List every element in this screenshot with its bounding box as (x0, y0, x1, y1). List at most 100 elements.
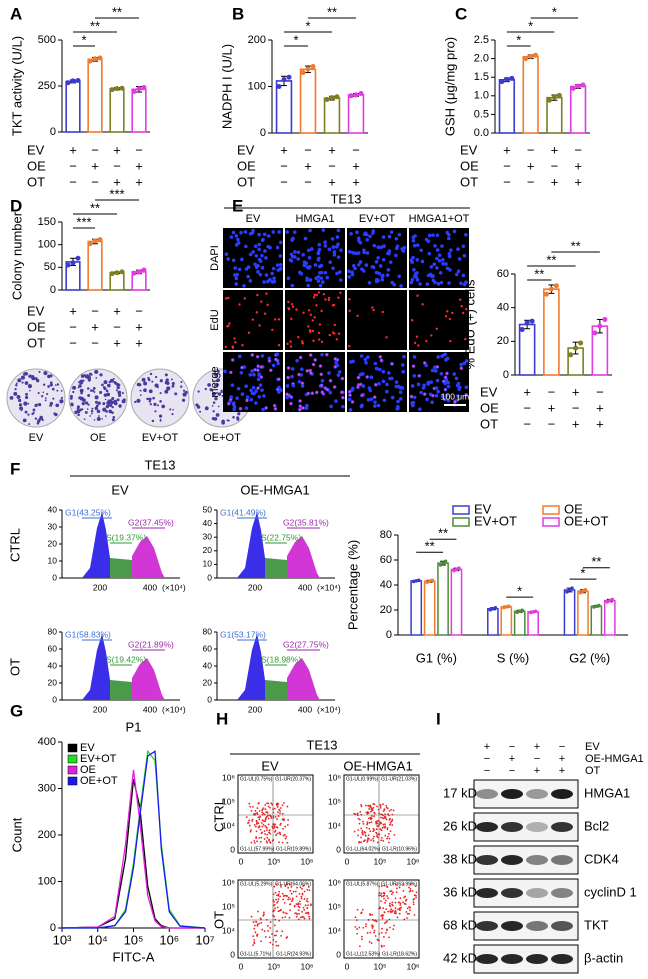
nucleus (258, 383, 263, 387)
event-dot (365, 923, 368, 926)
colony (154, 410, 157, 413)
y-tick-label: 150 (38, 216, 56, 228)
band-size: 68 kD (443, 917, 477, 932)
event-dot (289, 889, 292, 892)
nucleus (230, 383, 235, 387)
colony (107, 383, 111, 388)
nucleus (308, 278, 313, 282)
edu-spot (356, 314, 359, 318)
data-point (114, 86, 120, 92)
colony (171, 381, 175, 386)
edu-spot (337, 296, 340, 299)
event-dot (285, 912, 287, 915)
event-dot (284, 885, 287, 888)
edu-spot (385, 336, 388, 339)
nucleus (338, 270, 342, 274)
data-point (276, 84, 282, 89)
colony (182, 389, 186, 392)
event-dot (273, 915, 276, 918)
colony (91, 407, 94, 410)
colony (89, 415, 91, 417)
event-dot (387, 897, 389, 899)
nucleus (447, 251, 452, 256)
nucleus (285, 384, 290, 388)
event-dot (280, 908, 283, 911)
nucleus (224, 252, 229, 256)
colony (15, 384, 18, 387)
nucleus (437, 253, 442, 257)
colony (236, 416, 240, 420)
nucleus (331, 245, 336, 249)
y-tick-label: 80 (203, 626, 213, 636)
event-dot (248, 802, 251, 805)
event-dot (369, 810, 372, 813)
condition-sign: + (352, 158, 360, 173)
event-dot (387, 910, 390, 913)
colony (215, 383, 219, 387)
edu-spot (460, 305, 463, 308)
colony (94, 400, 98, 404)
event-dot (285, 835, 288, 838)
colony (92, 386, 96, 390)
event-dot (263, 838, 266, 840)
colony (97, 401, 101, 405)
condition-sign: + (534, 741, 540, 753)
nucleus (296, 257, 300, 261)
y-tick-label: 2.0 (474, 53, 489, 65)
event-dot (389, 830, 392, 833)
colony (106, 392, 111, 397)
event-dot (278, 890, 281, 893)
event-dot (368, 808, 371, 810)
nucleus (430, 368, 435, 373)
nucleus (319, 263, 324, 268)
event-dot (277, 944, 280, 947)
event-dot (289, 898, 292, 901)
colony (34, 377, 38, 381)
data-point (97, 55, 103, 61)
event-dot (267, 930, 270, 932)
event-dot (386, 928, 388, 931)
event-dot (267, 805, 270, 808)
row-label: merge (209, 366, 221, 397)
nucleus (349, 360, 353, 364)
nucleus (334, 399, 338, 403)
x-tick-label: 0 (239, 856, 244, 866)
edu-spot (287, 300, 290, 304)
event-dot (406, 907, 409, 910)
nucleus (285, 230, 290, 234)
event-dot (406, 917, 408, 919)
nucleus (446, 380, 450, 385)
y-tick-label: 20 (203, 545, 213, 555)
condition-sign: − (548, 384, 556, 399)
y-tick-label: 60 (203, 643, 213, 653)
nucleus (440, 394, 445, 399)
data-point (570, 85, 576, 91)
event-dot (386, 835, 389, 838)
nucleus (433, 369, 438, 373)
event-dot (367, 837, 370, 840)
nucleus (302, 260, 307, 264)
bar (487, 608, 499, 636)
quadrant-label: G1-LR(18.62%) (382, 951, 417, 957)
column-label: EV (261, 758, 279, 773)
edu-spot (333, 323, 336, 327)
significance-label: * (580, 566, 585, 581)
nucleus (355, 230, 359, 235)
event-dot (256, 813, 259, 816)
nucleus (268, 245, 272, 250)
condition-sign: − (113, 158, 121, 173)
nucleus (327, 247, 332, 252)
colony (27, 413, 30, 416)
condition-sign: − (527, 142, 535, 157)
condition-sign: + (509, 753, 515, 765)
edu-spot (444, 376, 447, 379)
condition-label: EV (480, 384, 498, 399)
edu-spot (227, 296, 230, 300)
event-dot (284, 837, 287, 840)
nucleus (237, 354, 242, 359)
event-dot (251, 805, 254, 808)
event-dot (256, 807, 259, 810)
data-point (438, 563, 443, 567)
condition-sign: + (135, 174, 143, 189)
condition-sign: + (69, 303, 77, 318)
